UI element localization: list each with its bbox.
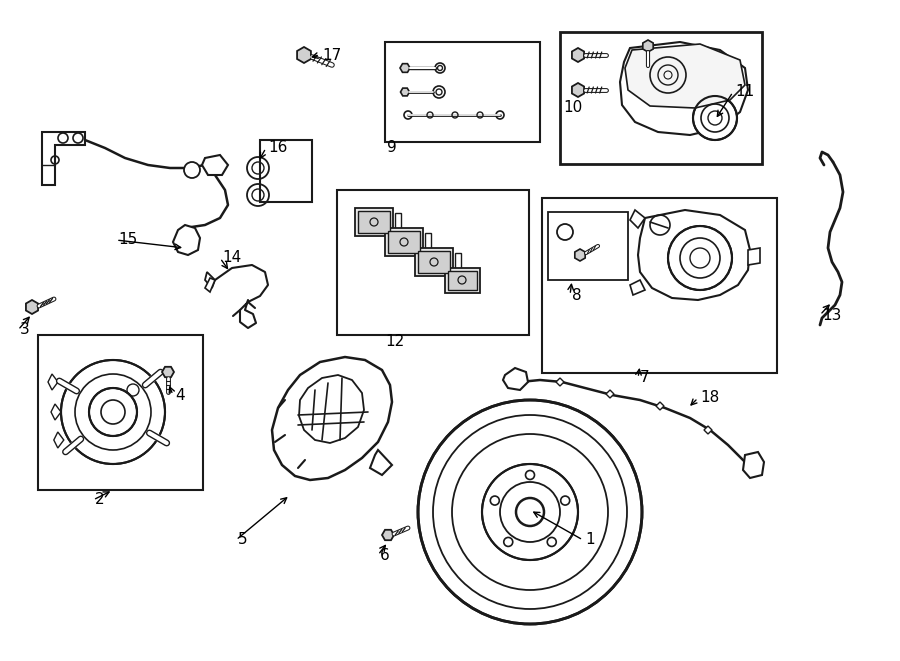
- Circle shape: [89, 388, 137, 436]
- Polygon shape: [445, 268, 480, 293]
- Polygon shape: [625, 44, 745, 108]
- Polygon shape: [455, 253, 461, 271]
- Polygon shape: [630, 210, 645, 228]
- Text: 4: 4: [175, 387, 184, 403]
- Polygon shape: [400, 88, 410, 96]
- Text: 18: 18: [700, 391, 719, 405]
- Text: 3: 3: [20, 323, 30, 338]
- Polygon shape: [48, 374, 58, 390]
- Text: 10: 10: [563, 100, 582, 116]
- Polygon shape: [743, 452, 764, 478]
- Polygon shape: [448, 271, 477, 290]
- Polygon shape: [656, 402, 664, 410]
- Polygon shape: [54, 432, 64, 448]
- Polygon shape: [173, 225, 200, 255]
- Text: 12: 12: [385, 334, 404, 350]
- Text: 14: 14: [222, 251, 241, 266]
- Text: 2: 2: [95, 492, 104, 508]
- Polygon shape: [272, 357, 392, 480]
- Circle shape: [482, 464, 578, 560]
- Bar: [548, 212, 628, 280]
- Bar: [542, 198, 777, 373]
- Polygon shape: [620, 42, 748, 135]
- Polygon shape: [355, 208, 393, 236]
- Polygon shape: [425, 233, 431, 251]
- Bar: [560, 32, 762, 164]
- Bar: [385, 42, 540, 142]
- Polygon shape: [400, 63, 410, 72]
- Polygon shape: [572, 83, 584, 97]
- Polygon shape: [572, 48, 584, 62]
- Polygon shape: [630, 280, 645, 295]
- Polygon shape: [606, 390, 614, 398]
- Circle shape: [693, 96, 737, 140]
- Polygon shape: [382, 530, 394, 540]
- Polygon shape: [503, 368, 528, 390]
- Polygon shape: [575, 249, 585, 261]
- Circle shape: [668, 226, 732, 290]
- Text: 16: 16: [268, 141, 287, 155]
- Polygon shape: [395, 213, 401, 231]
- Polygon shape: [299, 375, 364, 443]
- Polygon shape: [638, 210, 750, 300]
- Polygon shape: [205, 278, 215, 292]
- Text: 11: 11: [735, 85, 754, 100]
- Bar: [260, 140, 312, 202]
- Polygon shape: [704, 426, 712, 434]
- Polygon shape: [162, 367, 174, 377]
- Circle shape: [184, 162, 200, 178]
- Polygon shape: [51, 404, 61, 420]
- Text: 17: 17: [322, 48, 341, 63]
- Polygon shape: [643, 40, 653, 52]
- Polygon shape: [358, 211, 390, 233]
- Bar: [38, 335, 203, 490]
- Circle shape: [61, 360, 165, 464]
- Polygon shape: [748, 248, 760, 265]
- Polygon shape: [205, 272, 215, 288]
- Text: 1: 1: [585, 533, 595, 547]
- Polygon shape: [42, 132, 85, 185]
- Polygon shape: [385, 228, 423, 256]
- Polygon shape: [26, 300, 38, 314]
- Bar: [337, 190, 529, 335]
- Text: 8: 8: [572, 288, 581, 303]
- Polygon shape: [415, 248, 453, 276]
- Polygon shape: [418, 251, 450, 273]
- Text: 13: 13: [822, 307, 842, 323]
- Text: 6: 6: [380, 547, 390, 563]
- Polygon shape: [297, 47, 310, 63]
- Text: 15: 15: [118, 233, 137, 247]
- Polygon shape: [202, 155, 228, 175]
- Circle shape: [418, 400, 642, 624]
- Text: 5: 5: [238, 533, 248, 547]
- Polygon shape: [556, 378, 564, 386]
- Polygon shape: [388, 231, 420, 253]
- Text: 9: 9: [387, 141, 397, 155]
- Polygon shape: [370, 450, 392, 475]
- Text: 7: 7: [640, 371, 650, 385]
